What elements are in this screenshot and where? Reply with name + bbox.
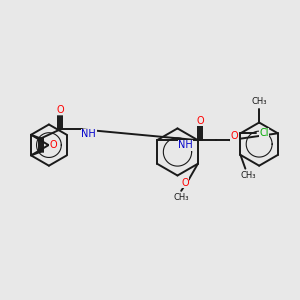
Text: NH: NH	[81, 129, 96, 139]
Text: O: O	[56, 105, 64, 115]
Text: NH: NH	[178, 140, 193, 150]
Text: Cl: Cl	[259, 128, 269, 138]
Text: CH₃: CH₃	[173, 193, 189, 202]
Text: O: O	[181, 178, 189, 188]
Text: O: O	[196, 116, 204, 126]
Text: O: O	[231, 131, 239, 141]
Text: CH₃: CH₃	[241, 171, 256, 180]
Text: O: O	[50, 140, 57, 150]
Text: CH₃: CH₃	[251, 98, 267, 106]
